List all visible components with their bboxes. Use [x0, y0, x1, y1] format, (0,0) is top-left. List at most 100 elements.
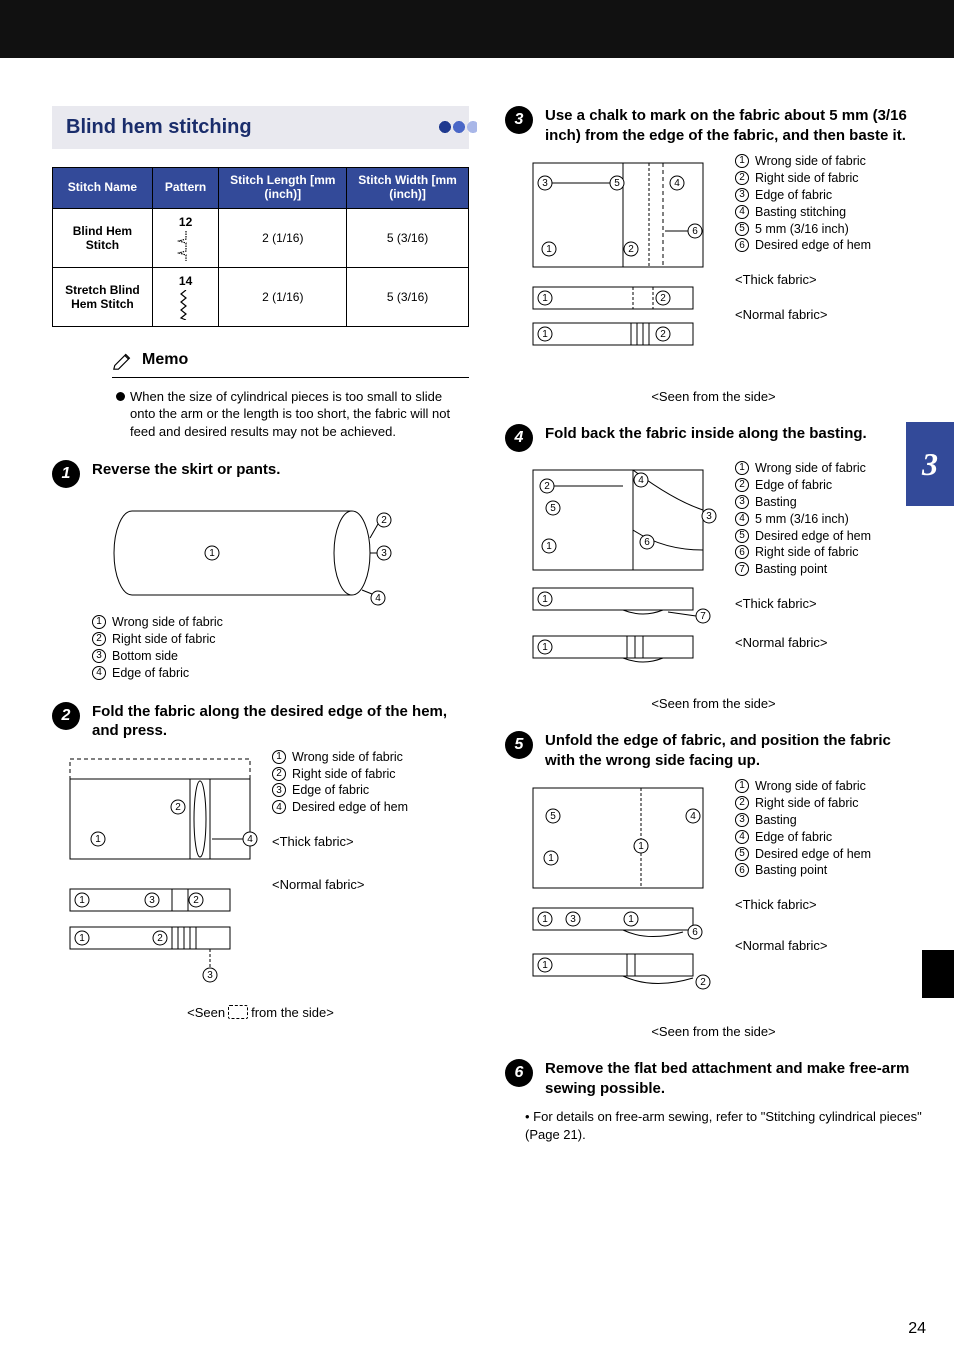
memo-title: Memo — [142, 351, 188, 369]
cell-name: Blind Hem Stitch — [53, 208, 153, 267]
step1-legend: 1Wrong side of fabric 2Right side of fab… — [92, 614, 469, 682]
step5-figure: 5 4 1 1 3 1 6 1 — [513, 778, 723, 1018]
step-title: Fold back the fabric inside along the ba… — [545, 424, 867, 444]
svg-text:1: 1 — [542, 293, 548, 304]
stitch-table: Stitch Name Pattern Stitch Length [mm (i… — [52, 167, 469, 327]
cell-length: 2 (1/16) — [219, 208, 347, 267]
svg-text:1: 1 — [95, 834, 101, 845]
svg-text:1: 1 — [546, 244, 552, 255]
svg-text:2: 2 — [544, 481, 550, 492]
svg-text:5: 5 — [614, 178, 620, 189]
svg-text:1: 1 — [542, 594, 548, 605]
normal-fabric-label: <Normal fabric> — [735, 307, 871, 322]
svg-text:6: 6 — [692, 226, 698, 237]
step4-figure: 2 4 5 3 1 6 1 7 — [513, 460, 723, 690]
thick-fabric-label: <Thick fabric> — [272, 834, 408, 849]
step-badge: 2 — [52, 702, 80, 730]
chapter-tab: 3 — [906, 422, 954, 506]
cell-pattern: 12 — [152, 208, 219, 267]
step-2: 2 Fold the fabric along the desired edge… — [52, 702, 469, 741]
step-title: Use a chalk to mark on the fabric about … — [545, 106, 922, 145]
svg-text:1: 1 — [79, 895, 85, 906]
th-width: Stitch Width [mm (inch)] — [347, 168, 469, 209]
step-4: 4 Fold back the fabric inside along the … — [505, 424, 922, 452]
stretch-blind-hem-pattern-icon — [175, 290, 197, 320]
svg-text:1: 1 — [79, 933, 85, 944]
memo-text: When the size of cylindrical pieces is t… — [130, 388, 469, 441]
step-title: Remove the flat bed attachment and make … — [545, 1059, 922, 1098]
svg-text:1: 1 — [638, 841, 644, 852]
normal-fabric-label: <Normal fabric> — [735, 635, 871, 650]
section-heading: Blind hem stitching — [52, 106, 469, 149]
svg-text:2: 2 — [660, 293, 666, 304]
svg-text:2: 2 — [175, 802, 181, 813]
step3-figure-block: 3 5 4 1 2 6 1 — [513, 153, 922, 383]
svg-text:3: 3 — [381, 548, 387, 559]
thick-fabric-label: <Thick fabric> — [735, 897, 871, 912]
th-length: Stitch Length [mm (inch)] — [219, 168, 347, 209]
svg-text:4: 4 — [674, 178, 680, 189]
svg-text:1: 1 — [542, 642, 548, 653]
step-badge: 6 — [505, 1059, 533, 1087]
step-badge: 1 — [52, 460, 80, 488]
svg-text:7: 7 — [700, 611, 706, 622]
step-1: 1 Reverse the skirt or pants. — [52, 460, 469, 488]
page-content: Blind hem stitching Stitch Name Pattern … — [0, 58, 954, 1143]
step3-figure: 3 5 4 1 2 6 1 — [513, 153, 723, 383]
step-badge: 4 — [505, 424, 533, 452]
svg-text:2: 2 — [628, 244, 634, 255]
cell-width: 5 (3/16) — [347, 267, 469, 326]
svg-text:3: 3 — [149, 895, 155, 906]
memo-block: Memo When the size of cylindrical pieces… — [52, 349, 469, 441]
step6-bullet: For details on free-arm sewing, refer to… — [525, 1108, 922, 1143]
th-pattern: Pattern — [152, 168, 219, 209]
seen-from-side-label: <Seen from the side> — [505, 389, 922, 404]
svg-text:4: 4 — [375, 593, 381, 604]
step5-legend: 1Wrong side of fabric 2Right side of fab… — [735, 778, 871, 879]
top-bar — [0, 0, 954, 58]
memo-pencil-icon — [112, 349, 134, 371]
cell-length: 2 (1/16) — [219, 267, 347, 326]
right-column: 3 Use a chalk to mark on the fabric abou… — [505, 106, 922, 1143]
seen-from-side-label: <Seenfrom the side> — [52, 1005, 469, 1020]
svg-text:5: 5 — [550, 503, 556, 514]
step4-legend: 1Wrong side of fabric 2Edge of fabric 3B… — [735, 460, 871, 578]
svg-text:3: 3 — [706, 511, 712, 522]
step-title: Fold the fabric along the desired edge o… — [92, 702, 469, 741]
svg-text:1: 1 — [209, 548, 215, 559]
svg-text:1: 1 — [548, 853, 554, 864]
svg-text:5: 5 — [550, 811, 556, 822]
cell-width: 5 (3/16) — [347, 208, 469, 267]
step2-figure: 1 2 4 1 3 2 — [60, 749, 260, 999]
memo-rule — [112, 377, 469, 378]
step5-figure-block: 5 4 1 1 3 1 6 1 — [513, 778, 922, 1018]
step2-legend: 1Wrong side of fabric 2Right side of fab… — [272, 749, 408, 817]
cell-pattern: 14 — [152, 267, 219, 326]
seen-from-side-label: <Seen from the side> — [505, 1024, 922, 1039]
thick-fabric-label: <Thick fabric> — [735, 272, 871, 287]
svg-text:1: 1 — [628, 914, 634, 925]
svg-text:4: 4 — [690, 811, 696, 822]
step-6: 6 Remove the flat bed attachment and mak… — [505, 1059, 922, 1098]
step-title: Unfold the edge of fabric, and position … — [545, 731, 922, 770]
svg-text:6: 6 — [692, 927, 698, 938]
side-black-mark — [922, 950, 954, 998]
svg-text:2: 2 — [381, 515, 387, 526]
step4-figure-block: 2 4 5 3 1 6 1 7 — [513, 460, 922, 690]
svg-text:3: 3 — [207, 970, 213, 981]
seen-from-side-label: <Seen from the side> — [505, 696, 922, 711]
step-3: 3 Use a chalk to mark on the fabric abou… — [505, 106, 922, 145]
svg-text:1: 1 — [542, 960, 548, 971]
th-name: Stitch Name — [53, 168, 153, 209]
svg-text:2: 2 — [193, 895, 199, 906]
svg-text:4: 4 — [247, 834, 253, 845]
page-number: 24 — [908, 1320, 926, 1338]
table-row: Stretch Blind Hem Stitch 14 2 (1/16) 5 (… — [53, 267, 469, 326]
svg-text:6: 6 — [644, 537, 650, 548]
step-badge: 3 — [505, 106, 533, 134]
svg-text:1: 1 — [546, 541, 552, 552]
cell-name: Stretch Blind Hem Stitch — [53, 267, 153, 326]
svg-text:4: 4 — [638, 475, 644, 486]
normal-fabric-label: <Normal fabric> — [272, 877, 408, 892]
blind-hem-pattern-icon — [175, 231, 197, 261]
